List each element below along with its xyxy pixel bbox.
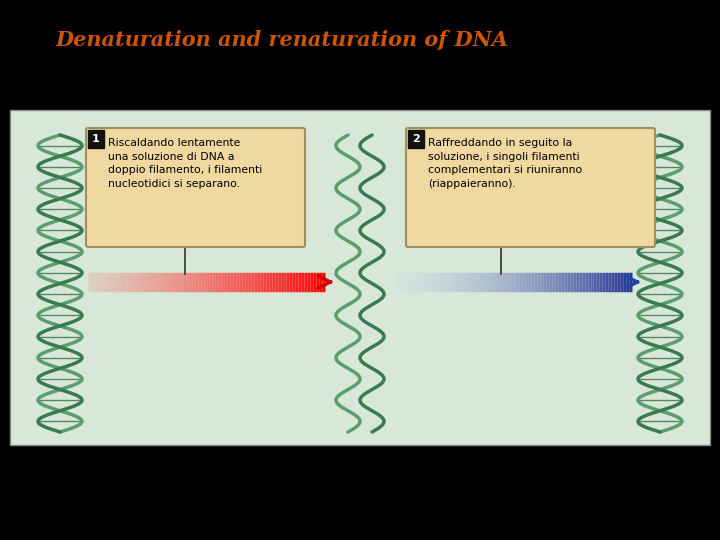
Text: DNA
a singolo
filamento: DNA a singolo filamento — [323, 455, 397, 504]
Text: DNA
a doppio
filamento: DNA a doppio filamento — [25, 455, 100, 504]
FancyBboxPatch shape — [86, 128, 305, 247]
Text: Riscaldando lentamente
una soluzione di DNA a
doppio filamento, i filamenti
nucl: Riscaldando lentamente una soluzione di … — [108, 138, 262, 189]
FancyBboxPatch shape — [406, 128, 655, 247]
FancyBboxPatch shape — [88, 130, 104, 148]
Text: Denaturation and renaturation of DNA: Denaturation and renaturation of DNA — [55, 30, 508, 50]
FancyBboxPatch shape — [408, 130, 424, 148]
Text: Raffreddando in seguito la
soluzione, i singoli filamenti
complementari si riuni: Raffreddando in seguito la soluzione, i … — [428, 138, 582, 189]
Text: 1: 1 — [92, 134, 100, 144]
Text: DNA
a doppio
filamento: DNA a doppio filamento — [623, 455, 698, 504]
Text: 2: 2 — [412, 134, 420, 144]
FancyBboxPatch shape — [10, 110, 710, 445]
